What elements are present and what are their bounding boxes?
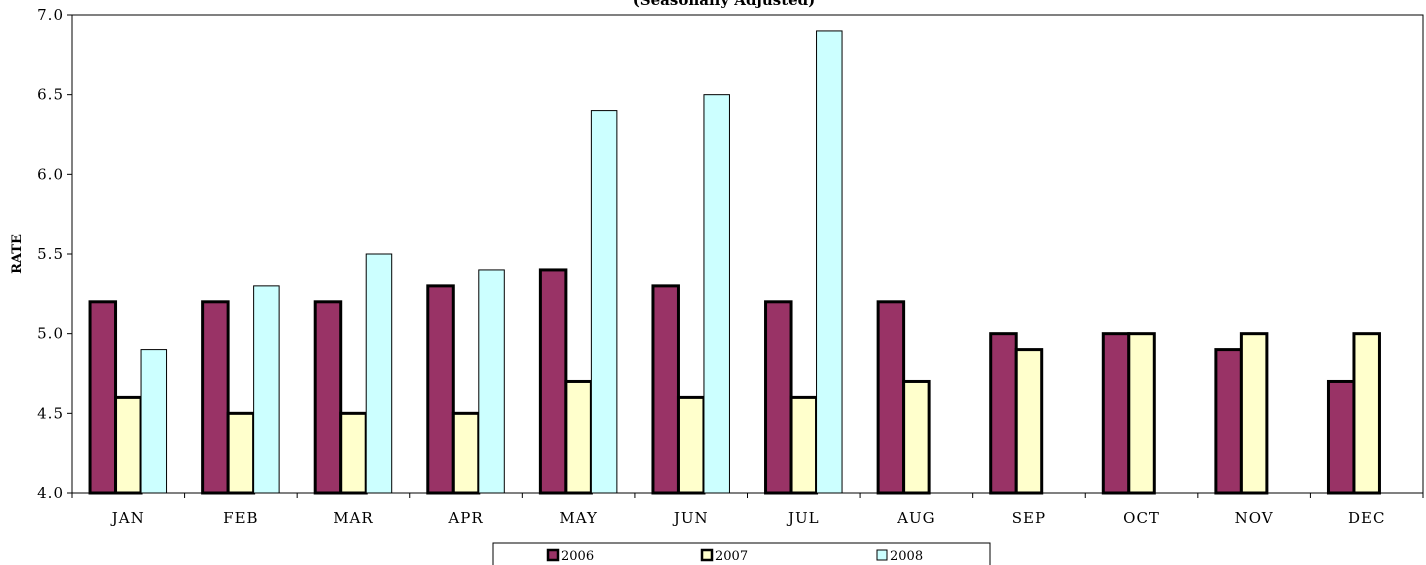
y-tick-label: 5.0 [37,325,64,343]
bar-2006-aug [876,300,906,495]
x-tick-label-oct: OCT [1123,509,1160,527]
bar-2007-nov [1239,332,1269,495]
x-tick-label-may: MAY [559,509,598,527]
y-tick-label: 4.5 [37,404,64,422]
bar-2008-apr [478,269,505,494]
bar-2006-mar [313,300,343,495]
legend-box [492,542,991,565]
x-tick-label-dec: DEC [1348,509,1385,527]
y-tick-label: 6.0 [37,165,64,183]
x-tick-label-sep: SEP [1012,509,1046,527]
bar-2006-nov [1214,348,1243,495]
x-tick-label-nov: NOV [1235,509,1274,527]
x-tick-label-feb: FEB [223,509,258,527]
bar-2006-dec [1326,379,1356,495]
bar-2008-mar [365,253,393,494]
bar-2006-apr [426,284,455,495]
legend: 2006 2007 2008 [492,542,991,565]
bar-2007-apr [451,411,481,495]
bar-2006-jun [651,284,680,495]
bar-2007-oct [1127,332,1156,495]
bar-2008-jun [703,94,730,494]
x-axis: JAN FEB MAR APR MAY JUN JUL AUG SEP OCT NOV DEC [71,493,1424,527]
x-tick-label-jan: JAN [110,509,145,527]
x-tick-label-aug: AUG [896,509,935,527]
bar-2008-jan [140,349,168,494]
y-tick-label: 7.0 [37,6,64,24]
x-tick-label-mar: MAR [333,509,374,527]
x-tick-label-jun: JUN [672,509,709,527]
bar-2006-may [538,268,568,495]
bar-2006-jul [764,300,793,495]
bar-2007-feb [226,411,256,495]
bar-2006-oct [1101,332,1131,495]
legend-swatch-2008 [876,549,888,561]
bar-2007-mar [339,411,368,495]
x-tick-label-apr: APR [447,509,483,527]
bar-2007-sep [1014,348,1044,495]
bar-2007-dec [1352,332,1381,495]
bar-2007-jun [676,395,706,495]
legend-label-2006: 2006 [561,549,594,564]
y-axis: 4.0 4.5 5.0 5.5 6.0 6.5 7.0 [37,6,72,502]
bar-2007-jul [789,395,819,495]
bar-2007-jan [114,395,143,495]
legend-swatch-2007 [700,548,714,562]
legend-label-2007: 2007 [715,549,748,564]
x-tick-label-jul: JUL [786,509,820,527]
bar-2008-feb [253,285,280,494]
bar-2006-sep [989,332,1018,495]
bar-2006-jan [88,300,118,495]
y-tick-label: 5.5 [37,245,64,263]
plot-area [71,14,1424,494]
bar-2007-aug [902,379,931,495]
bar-2007-may [564,379,593,495]
legend-swatch-2006 [546,548,560,562]
bar-2008-may [590,110,618,494]
y-tick-label: 4.0 [37,484,64,502]
chart-subtitle: (Seasonally Adjusted) [633,0,816,9]
legend-label-2008: 2008 [890,549,923,564]
y-tick-label: 6.5 [37,86,64,104]
bars-group [88,30,1381,495]
bar-2006-feb [201,300,230,495]
y-axis-label: RATE [10,234,25,274]
bar-2008-jul [816,30,843,494]
